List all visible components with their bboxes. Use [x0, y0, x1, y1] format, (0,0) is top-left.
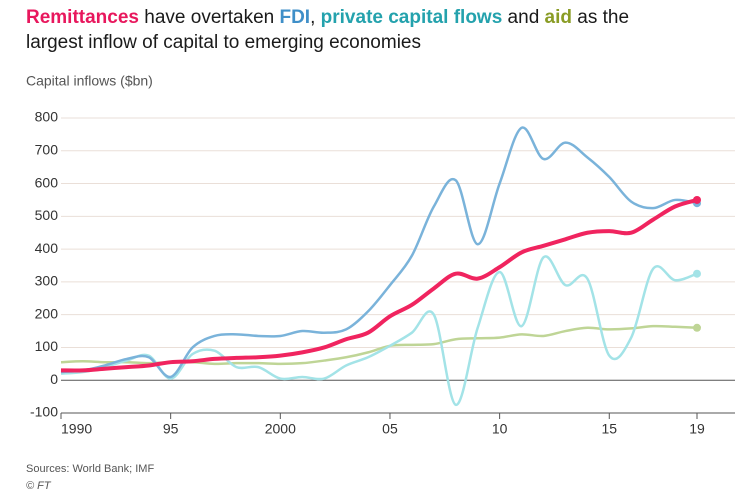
title-line: largest inflow of capital to emerging ec…	[26, 32, 421, 53]
title-text: have overtaken	[139, 7, 280, 28]
x-tick-label: 15	[601, 421, 617, 437]
end-dot	[693, 195, 701, 204]
title-text: and	[502, 7, 545, 28]
y-axis-label: Capital inflows ($bn)	[26, 73, 153, 89]
title-series: Remittances	[26, 7, 139, 28]
x-tick-label: 95	[163, 421, 179, 437]
title-series: private capital flows	[320, 7, 503, 28]
x-tick-label: 2000	[265, 421, 296, 437]
end-dot	[693, 269, 701, 278]
y-tick-label: 500	[35, 207, 59, 223]
y-tick-label: 700	[35, 141, 59, 157]
chart-title: Remittances have overtaken FDI, private …	[26, 5, 629, 55]
y-tick-label: -100	[30, 404, 58, 420]
source: Sources: World Bank; IMF	[26, 463, 154, 475]
title-series: aid	[544, 7, 572, 28]
y-tick-label: 100	[35, 338, 59, 354]
title-text: as the	[572, 7, 630, 28]
credit: © FT	[26, 480, 52, 492]
series-line	[60, 126, 698, 379]
y-tick-label: 400	[35, 240, 59, 256]
x-tick-label: 05	[382, 421, 398, 437]
y-tick-label: 300	[35, 273, 59, 289]
y-tick-label: 0	[50, 371, 58, 387]
title-line: Remittances have overtaken FDI, private …	[26, 5, 629, 30]
series-line	[60, 198, 698, 373]
y-tick-label: 800	[35, 109, 59, 125]
series-line	[60, 255, 698, 407]
end-dot	[693, 323, 701, 332]
x-tick-label: 1990	[61, 421, 92, 437]
title-text: ,	[310, 7, 321, 28]
title-series: FDI	[279, 7, 311, 28]
y-tick-label: 600	[35, 174, 59, 190]
x-tick-label: 19	[689, 421, 705, 437]
x-tick-label: 10	[492, 421, 508, 437]
y-tick-label: 200	[35, 305, 59, 321]
